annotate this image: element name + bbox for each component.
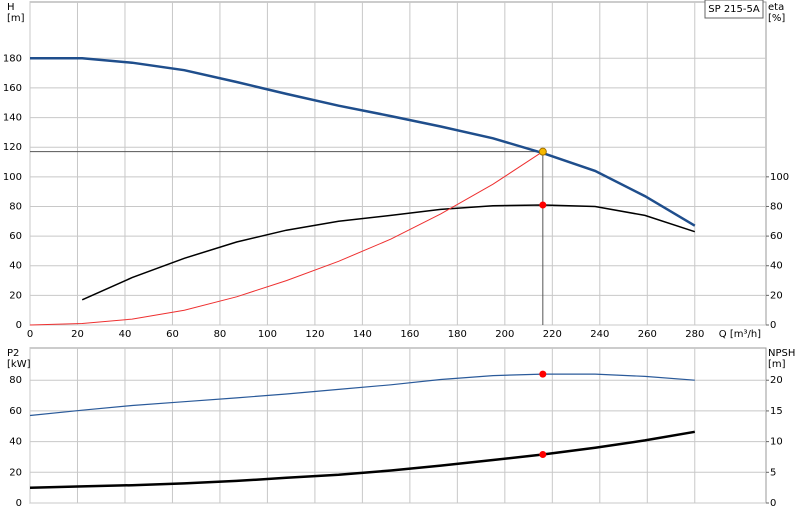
y-tick-label: 60 <box>9 406 22 417</box>
y-tick-label: 80 <box>9 201 22 212</box>
y-tick-label: 0 <box>16 498 22 509</box>
y-axis-label: [kW] <box>7 359 31 370</box>
y2-axis-label: eta <box>768 2 784 13</box>
y-tick-label: 40 <box>9 261 22 272</box>
x-tick-label: 120 <box>305 329 324 340</box>
x-axis-label: Q [m³/h] <box>719 329 761 340</box>
y-tick-label: 20 <box>9 290 22 301</box>
y-tick-label: 140 <box>3 113 22 124</box>
y2-tick-label: 15 <box>770 406 783 417</box>
y-tick-label: 40 <box>9 437 22 448</box>
x-tick-label: 220 <box>543 329 562 340</box>
series-line <box>81 204 696 301</box>
operating-point <box>539 370 547 378</box>
y2-axis-label: [%] <box>768 13 785 24</box>
label: SP 215-5A <box>708 4 760 15</box>
y2-axis-label: [m] <box>768 359 786 370</box>
x-tick-label: 40 <box>119 329 132 340</box>
x-tick-label: 160 <box>400 329 419 340</box>
y2-tick-label: 20 <box>770 375 783 386</box>
y-tick-label: 80 <box>9 375 22 386</box>
y-tick-label: 160 <box>3 83 22 94</box>
y2-tick-label: 5 <box>770 467 776 478</box>
series-line <box>29 373 695 417</box>
y2-tick-label: 20 <box>770 290 783 301</box>
y-tick-label: 0 <box>16 320 22 331</box>
y-tick-label: 120 <box>3 142 22 153</box>
x-tick-label: 200 <box>495 329 514 340</box>
plot-area <box>29 347 767 504</box>
label-box <box>704 0 764 19</box>
x-tick-label: 60 <box>166 329 179 340</box>
x-tick-label: 180 <box>448 329 467 340</box>
y-tick-label: 20 <box>9 467 22 478</box>
x-tick-label: 140 <box>353 329 372 340</box>
y-tick-label: 60 <box>9 231 22 242</box>
y-axis-label: H <box>7 2 15 13</box>
y-axis-label: [m] <box>7 13 25 24</box>
y-axis-label: P2 <box>7 348 19 359</box>
series-line <box>29 430 696 489</box>
y2-axis-label: NPSH <box>768 348 795 359</box>
x-tick-label: 280 <box>685 329 704 340</box>
y2-tick-label: 40 <box>770 261 783 272</box>
x-tick-label: 20 <box>71 329 84 340</box>
series-line <box>30 57 696 227</box>
y2-tick-label: 100 <box>770 172 789 183</box>
y2-tick-label: 80 <box>770 201 783 212</box>
x-tick-label: 260 <box>638 329 657 340</box>
operating-point <box>539 201 547 209</box>
series-line <box>29 151 544 326</box>
operating-point <box>539 451 547 459</box>
y2-tick-label: 10 <box>770 437 783 448</box>
x-tick-label: 100 <box>258 329 277 340</box>
y2-tick-label: 60 <box>770 231 783 242</box>
y2-tick-label: 0 <box>770 498 776 509</box>
operating-point <box>538 147 547 156</box>
y-tick-label: 100 <box>3 172 22 183</box>
x-tick-label: 0 <box>27 329 33 340</box>
y2-tick-label: 0 <box>770 320 776 331</box>
x-tick-label: 80 <box>214 329 227 340</box>
plot-area <box>29 1 767 326</box>
y-tick-label: 180 <box>3 53 22 64</box>
x-tick-label: 240 <box>590 329 609 340</box>
